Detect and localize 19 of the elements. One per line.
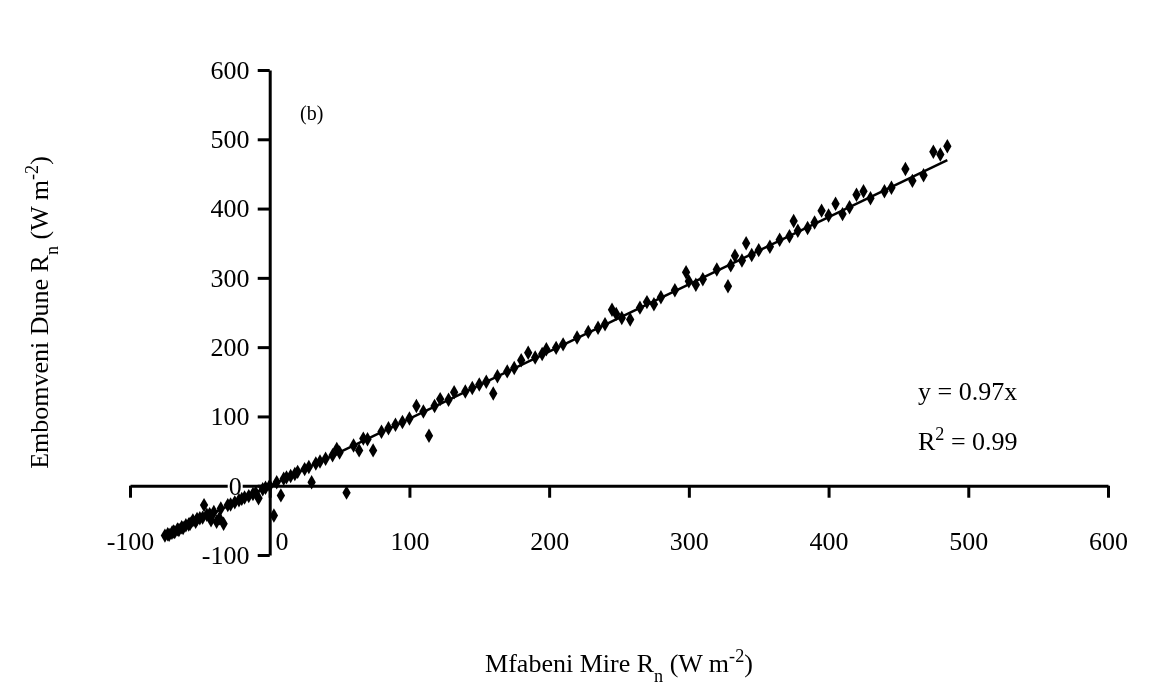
y-tick-label: 600 [210,55,250,85]
x-tick-label: 300 [669,527,709,557]
x-axis-title: Mfabeni Mire R$_{n}$ (W m$^{-2}$) [485,646,753,686]
x-tick-label: -100 [106,527,155,557]
annotation: (b) [300,102,324,125]
annotation: y = 0.97x [918,377,1018,406]
y-tick-label: 500 [210,125,250,155]
y-tick-label: 300 [210,263,250,293]
y-tick-label: 400 [210,194,250,224]
x-tick-label: 0 [275,527,289,557]
x-tick-label: 600 [1089,527,1128,557]
y-tick-label: 0 [228,471,242,501]
annotation: R$^{2}$ = 0.99 [918,424,1018,456]
x-tick-label: 100 [390,527,430,557]
y-tick-label: 200 [210,332,250,362]
x-tick-label: 500 [949,527,989,557]
x-tick-label: 200 [530,527,570,557]
y-tick-label: 100 [210,402,250,432]
x-tick-label: 400 [809,527,849,557]
